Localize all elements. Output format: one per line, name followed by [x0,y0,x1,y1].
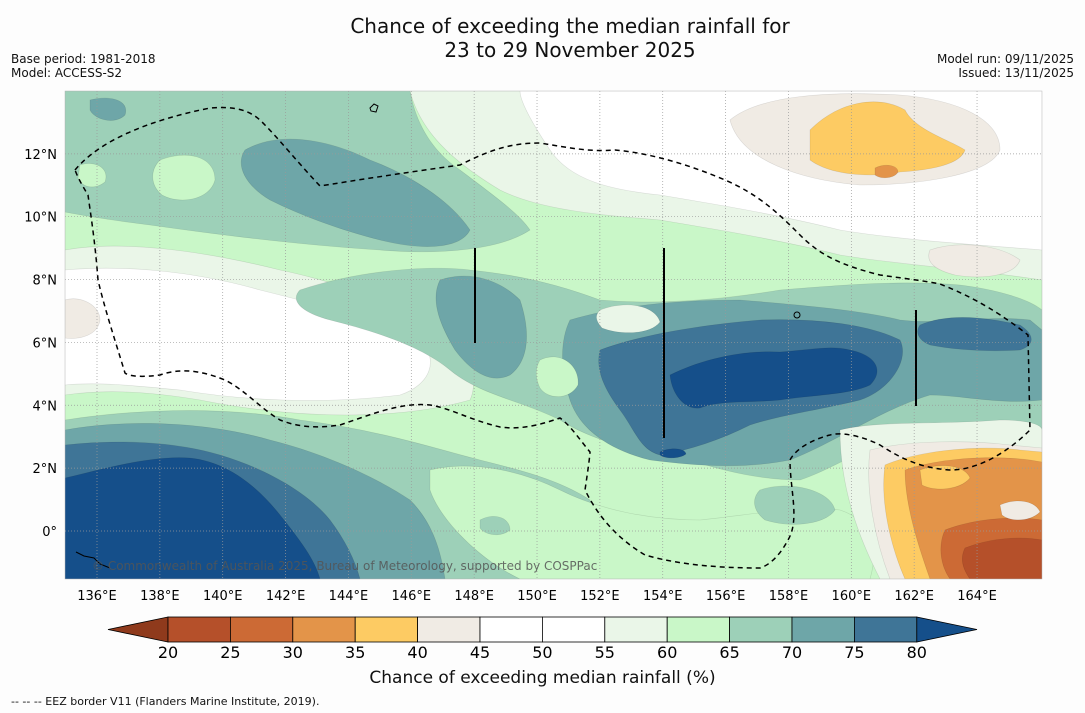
colorbar-tick-label: 45 [470,643,490,662]
colorbar-tick-label: 35 [345,643,365,662]
colorbar-bin [854,616,918,643]
region-above-80-small [659,448,687,459]
region-35-40-northeast [809,101,966,176]
lon-tick-label: 154°E [643,589,683,604]
region-70-75-central [435,275,527,379]
region-50-55-west [65,267,431,401]
lon-tick-label: 156°E [706,589,746,604]
colorbar-tick-label: 75 [844,643,864,662]
colorbar-extend-low [107,616,169,643]
colorbar-tick-label: 80 [907,643,927,662]
colorbar-tick-label: 40 [407,643,427,662]
lon-tick-label: 148°E [454,589,494,604]
region-40-45-se-hole [999,500,1041,521]
colorbar-bin [791,616,855,643]
lon-tick-label: 140°E [203,589,243,604]
model-run-text: Model run: 09/11/2025 [936,52,1074,66]
map-title: Chance of exceeding the median rainfall … [270,14,870,62]
colorbar-tick-label: 60 [657,643,677,662]
eez-border [74,106,1031,569]
lon-tick-label: 152°E [580,589,620,604]
region-65-70-south-patch [479,516,511,536]
region-70-75-nw-small [89,97,127,121]
colorbar-bin [729,616,793,643]
base-period-text: Base period: 1981-2018 [11,52,156,66]
region-above-80-east [669,347,878,409]
colorbar-tick-label: 25 [220,643,240,662]
region-40-45-east-mid [928,244,1021,278]
meta-right: Model run: 09/11/2025 Issued: 13/11/2025 [937,52,1074,80]
lon-tick-label: 164°E [957,589,997,604]
colorbar-tick-label: 55 [595,643,615,662]
attribution-text: © Commonwealth of Australia 2025, Bureau… [92,559,597,573]
map-frame [64,90,1043,580]
lon-tick-label: 158°E [769,589,809,604]
colorbar-bin [604,616,668,643]
colorbar-bin [542,616,606,643]
lat-tick-label: 10°N [24,211,57,226]
region-20-25-southeast [961,537,1042,579]
colorbar-bin [229,616,294,643]
lon-tick-label: 162°E [894,589,934,604]
colorbar-extend-high [916,616,978,643]
meta-left: Base period: 1981-2018 Model: ACCESS-S2 [11,52,156,80]
region-30-35-northeast [874,164,899,179]
lat-tick-label: 12°N [24,148,57,163]
island-yap [369,103,379,113]
lon-tick-label: 136°E [77,589,117,604]
region-60-65-central-hole [535,356,579,397]
issued-text: Issued: 13/11/2025 [958,66,1074,80]
region-75-80-far-east [917,317,1032,352]
colorbar-bin [354,616,419,643]
region-above-80-south [65,457,321,579]
lon-tick-label: 146°E [392,589,432,604]
island-pohnpei [793,311,801,319]
region-65-70-se-patch [754,485,836,525]
lat-tick-label: 4°N [33,399,58,414]
colorbar-bin [479,616,543,643]
eez-legend-text: -- -- -- EEZ border V11 (Flanders Marine… [11,695,320,708]
colorbar-tick-label: 70 [782,643,802,662]
colorbar-tick-label: 20 [158,643,178,662]
colorbar-tick-label: 65 [719,643,739,662]
region-60-65-nw-patch [152,154,216,201]
lat-tick-label: 2°N [33,462,58,477]
lat-tick-label: 0° [42,525,57,540]
colorbar-tick-label: 30 [283,643,303,662]
colorbar-label: Chance of exceeding median rainfall (%) [369,668,716,688]
longitude-labels: 136°E 138°E 140°E 142°E 144°E 146°E 148°E 150°E… [77,589,997,604]
region-55-60-central-hole [596,304,661,333]
rainfall-probability-field [65,91,1042,579]
lon-tick-label: 150°E [517,589,557,604]
title-line-2: 23 to 29 November 2025 [444,38,696,62]
colorbar: 20 25 30 35 40 45 50 55 60 65 70 75 80 [107,616,978,662]
coast-new-guinea [75,551,111,569]
colorbar-bin [666,616,731,643]
colorbar-bin [292,616,356,643]
lat-tick-label: 8°N [33,274,58,289]
lat-tick-label: 6°N [33,336,58,351]
region-40-45-west [65,298,101,339]
lon-tick-label: 160°E [832,589,872,604]
lon-tick-label: 142°E [266,589,306,604]
lon-tick-label: 144°E [329,589,369,604]
colorbar-bin [167,616,231,643]
colorbar-bin [417,616,481,643]
title-line-1: Chance of exceeding the median rainfall … [350,14,790,38]
region-35-40-se-hole [919,465,971,490]
model-text: Model: ACCESS-S2 [11,66,123,80]
latitude-labels: 12°N 10°N 8°N 6°N 4°N 2°N 0° [24,148,57,540]
colorbar-tick-label: 50 [532,643,552,662]
lon-tick-label: 138°E [140,589,180,604]
region-70-75-northwest [240,138,471,247]
